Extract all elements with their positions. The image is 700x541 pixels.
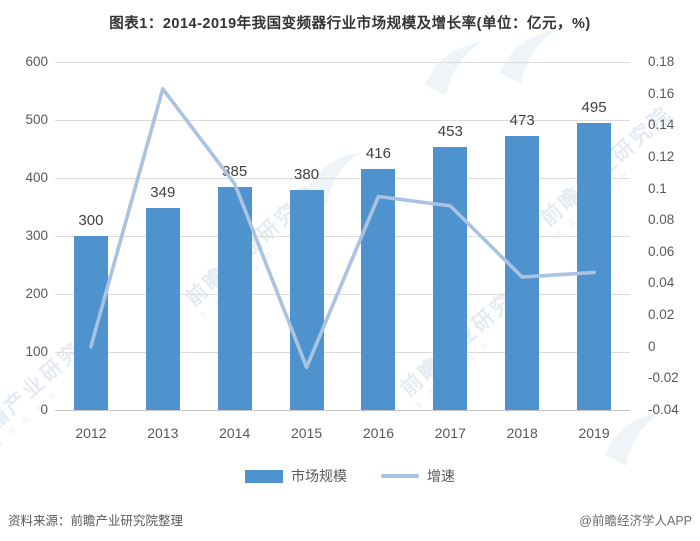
grid-line	[55, 294, 630, 295]
plot-area: 300 349 385 380 416 453 473 495	[55, 62, 630, 411]
x-axis-label: 2018	[506, 425, 538, 441]
bar	[505, 135, 540, 410]
bar-value-label: 349	[150, 183, 176, 201]
grid-line	[55, 236, 630, 237]
chart-title: 图表1：2014-2019年我国变频器行业市场规模及增长率(单位：亿元，%)	[109, 16, 591, 32]
x-axis-label: 2019	[578, 425, 610, 441]
bar-value-label: 380	[294, 165, 320, 183]
y-axis-label-left: 600	[25, 54, 48, 69]
grid-line	[55, 178, 630, 179]
y-axis-label-right: 0.16	[648, 85, 675, 101]
legend-line-swatch-icon	[381, 474, 419, 478]
grid-line	[55, 62, 630, 63]
bar-value-label: 495	[581, 98, 607, 116]
legend-item-market-scale: 市场规模	[245, 466, 347, 486]
bar-value-label: 453	[437, 123, 463, 141]
grid-line	[55, 352, 630, 353]
y-axis-label-right: 0	[648, 338, 656, 354]
bar	[145, 207, 180, 410]
bar	[73, 236, 108, 410]
x-axis-label: 2014	[219, 425, 251, 441]
bar-value-label: 473	[509, 111, 535, 129]
grid-line	[55, 120, 630, 121]
y-axis-label-right: 0.12	[648, 148, 675, 164]
y-axis-label-left: 300	[25, 228, 48, 243]
bar	[577, 122, 612, 410]
legend-label: 增速	[427, 468, 455, 484]
y-axis-label-right: 0.14	[648, 117, 675, 133]
bar	[289, 189, 324, 410]
x-axis-label: 2017	[434, 425, 466, 441]
legend-label: 市场规模	[291, 468, 347, 484]
source-note: 资料来源：前瞻产业研究院整理	[8, 514, 184, 528]
y-axis-label-left: 500	[25, 112, 48, 127]
y-axis-label-left: 0	[40, 402, 48, 417]
legend-bar-swatch-icon	[245, 469, 283, 483]
legend-item-growth-rate: 增速	[381, 466, 455, 486]
legend: 市场规模 增速	[0, 466, 700, 486]
growth-line	[89, 87, 596, 370]
y-axis-label-left: 200	[25, 286, 48, 301]
credit-note: @前瞻经济学人APP	[579, 514, 692, 528]
bar	[217, 186, 252, 410]
x-axis-label: 2016	[362, 425, 395, 441]
y-axis-label-right: 0.08	[648, 212, 675, 228]
y-axis-label-left: 400	[25, 170, 48, 185]
footer: 资料来源：前瞻产业研究院整理 @前瞻经济学人APP	[0, 510, 700, 529]
y-axis-label-right: 0.18	[648, 54, 675, 69]
grid-line	[55, 410, 630, 411]
y-axis-label-left: 100	[25, 344, 48, 359]
y-axis-label-right: -0.04	[648, 402, 679, 417]
y-axis-label-right: 0.06	[648, 243, 675, 259]
bar	[361, 168, 396, 410]
bar-value-label: 416	[365, 144, 391, 162]
y-axis-label-right: 0.02	[648, 307, 675, 323]
y-axis-label-right: 0.04	[648, 275, 675, 291]
x-axis-label: 2013	[147, 425, 179, 441]
bar-value-label: 300	[78, 212, 104, 229]
x-axis-label: 2015	[290, 425, 323, 441]
x-axis-label: 2012	[75, 425, 107, 441]
y-axis-label-right: 0.1	[648, 180, 667, 196]
y-axis-label-right: -0.02	[648, 370, 679, 386]
bar	[433, 147, 468, 410]
